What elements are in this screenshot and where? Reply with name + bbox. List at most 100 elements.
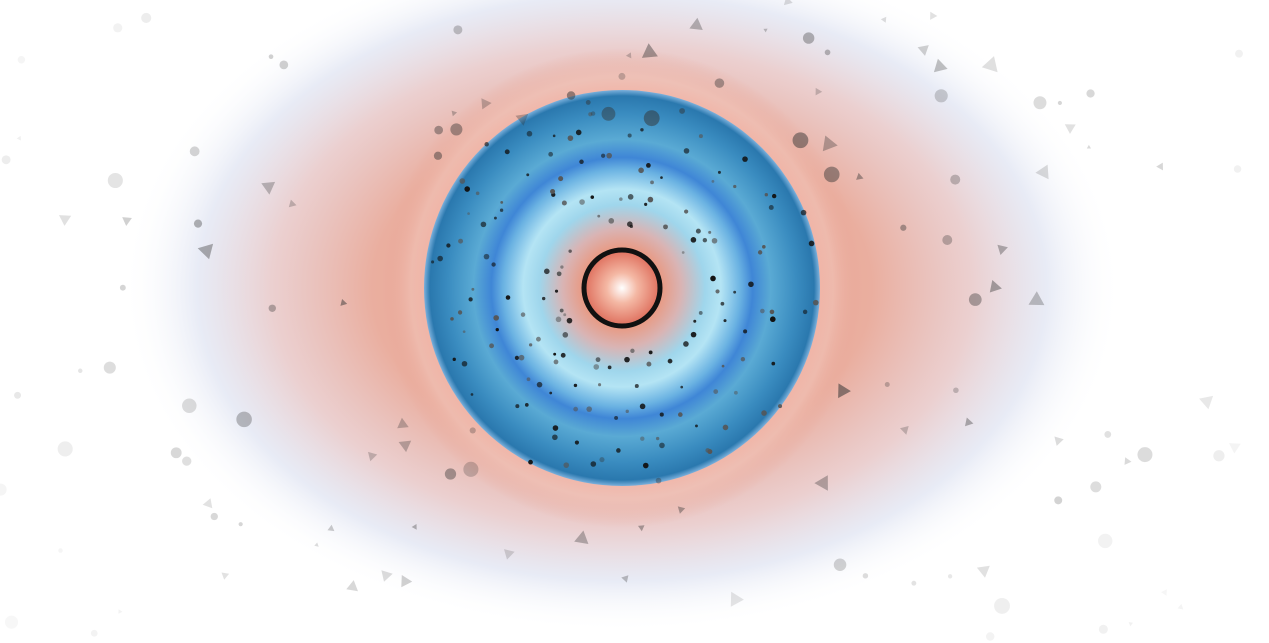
particle-dot	[528, 459, 533, 465]
particle-triangle	[989, 280, 1002, 293]
particle-dot	[499, 208, 504, 212]
particle-dot	[953, 387, 959, 394]
particle-dot	[586, 406, 592, 412]
particle-dot	[1057, 100, 1062, 106]
particle-dot	[640, 128, 644, 132]
particle-dot	[630, 348, 635, 353]
particle-triangle	[641, 43, 658, 58]
particle-dot	[189, 146, 200, 157]
particle-dot	[563, 462, 570, 468]
particle-dot	[459, 178, 466, 184]
particle-dot	[743, 329, 748, 334]
particle-dot	[723, 319, 727, 323]
particle-dot	[634, 384, 639, 389]
particle-dot	[717, 170, 721, 174]
particle-triangle	[880, 16, 887, 23]
particle-triangle	[314, 542, 319, 547]
particle-triangle	[1128, 622, 1133, 627]
particle-dot	[911, 580, 917, 586]
particle-triangle	[1028, 291, 1045, 306]
particle-dot	[574, 440, 580, 445]
particle-dot	[994, 597, 1010, 614]
particle-dot	[573, 406, 579, 412]
particle-dot	[566, 91, 576, 100]
particle-dot	[742, 156, 748, 162]
particle-dot	[601, 106, 616, 121]
particle-dot	[629, 224, 634, 229]
particle-dot	[495, 328, 499, 332]
particle-dot	[608, 218, 615, 224]
particle-dot	[536, 381, 543, 388]
particle-dot	[566, 317, 573, 324]
particle-dot	[1098, 624, 1108, 634]
particle-dot	[812, 299, 819, 306]
particle-dot	[702, 237, 708, 243]
particle-dot	[601, 153, 606, 158]
particle-triangle	[930, 11, 938, 20]
particle-dot	[947, 574, 953, 579]
particle-dot	[471, 287, 475, 291]
particle-dot	[684, 209, 689, 214]
particle-dot	[800, 209, 807, 216]
particle-dot	[573, 383, 578, 388]
particle-dot	[667, 358, 673, 364]
particle-dot	[862, 573, 869, 579]
particle-dot	[590, 195, 595, 199]
particle-triangle	[677, 506, 686, 514]
particle-dot	[721, 364, 725, 368]
particle-dot	[559, 308, 564, 313]
particle-dot	[769, 309, 775, 315]
particle-dot	[690, 237, 697, 243]
particle-dot	[778, 404, 783, 409]
particle-dot	[554, 289, 559, 293]
particle-dot	[823, 166, 840, 183]
particle-dot	[764, 193, 769, 197]
particle-triangle	[1064, 124, 1076, 134]
particle-dot	[279, 60, 289, 70]
particle-triangle	[59, 215, 72, 226]
particle-dot	[526, 130, 533, 137]
particle-triangle	[1086, 144, 1091, 149]
particle-dot	[619, 197, 623, 201]
particle-dot	[711, 179, 715, 183]
particle-dot	[642, 462, 649, 469]
particle-dot	[616, 448, 621, 453]
particle-triangle	[814, 475, 828, 491]
particle-dot	[90, 629, 98, 637]
particle-dot	[528, 343, 533, 347]
particle-triangle	[515, 113, 529, 126]
particle-dot	[597, 214, 601, 218]
particle-dot	[470, 393, 474, 396]
particle-triangle	[621, 575, 629, 583]
particle-dot	[757, 250, 763, 255]
particle-dot	[560, 352, 566, 358]
particle-dot	[708, 230, 712, 234]
particle-dot	[761, 410, 767, 416]
particle-triangle	[730, 591, 744, 607]
particle-triangle	[1199, 395, 1214, 410]
particle-dot	[468, 297, 473, 302]
particle-dot	[107, 172, 123, 189]
particle-dot	[711, 237, 718, 244]
particle-dot	[646, 361, 652, 367]
particle-dot	[768, 204, 774, 210]
particle-dot	[771, 361, 776, 366]
particle-dot	[1054, 496, 1063, 505]
particle-dot	[833, 558, 847, 572]
particle-dot	[760, 308, 765, 314]
particle-triangle	[122, 217, 132, 226]
particle-dot	[585, 99, 591, 105]
particle-triangle	[933, 58, 948, 73]
particle-dot	[463, 461, 479, 477]
particle-dot	[802, 309, 808, 315]
particle-triangle	[574, 530, 589, 544]
particle-dot	[720, 301, 725, 306]
particle-dot	[514, 355, 520, 360]
particle-dot	[119, 284, 126, 291]
particle-dot	[444, 468, 457, 480]
particle-dot	[113, 23, 123, 33]
particle-dot	[695, 424, 698, 428]
particle-dot	[648, 350, 653, 355]
particle-dot	[4, 615, 19, 629]
particle-dot	[606, 152, 612, 159]
